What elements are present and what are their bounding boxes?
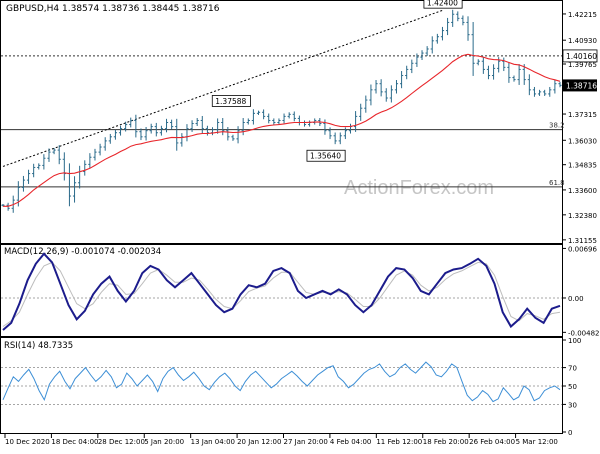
macd-line: [2, 252, 561, 331]
trendline: [2, 9, 444, 167]
price-tick-label: 1.33600: [568, 187, 597, 195]
price-tick-label: 1.42215: [568, 11, 597, 19]
x-tick-label: 4 Feb 04:00: [330, 438, 371, 446]
x-tick-label: 11 Feb 12:00: [376, 438, 422, 446]
x-tick-label: 13 Jan 04:00: [191, 438, 235, 446]
rsi-tick-label: 70: [568, 365, 577, 373]
price-tick-label: 1.39765: [568, 61, 597, 69]
macd-panel-frame: [0, 244, 563, 337]
price-tick-label: 1.32380: [568, 212, 597, 220]
annotation-box: [211, 95, 251, 107]
rsi-title: RSI(14) 48.7335: [4, 341, 73, 351]
ema-line: [3, 53, 561, 207]
annotation-label: 1.37588: [215, 97, 246, 106]
annotation-label: 1.35640: [310, 152, 341, 161]
level-value-box: [562, 49, 598, 63]
rsi-tick-label: 50: [568, 383, 577, 391]
annotation-box: [306, 149, 346, 162]
rsi-tick-label: 30: [568, 401, 577, 409]
macd-tick-label: 0.00696: [568, 245, 597, 253]
rsi-line: [2, 361, 561, 403]
x-tick-label: 27 Jan 20:00: [284, 438, 328, 446]
price-panel-frame: [0, 0, 563, 244]
rsi-tick-label: 0: [568, 429, 572, 437]
macd-title: MACD(12,26,9) -0.001074 -0.002034: [4, 247, 161, 257]
x-tick-label: 5 Jan 20:00: [144, 438, 184, 446]
annotation-label: 1.42400: [427, 0, 458, 8]
current-price-label: 1.38716: [566, 81, 597, 90]
watermark: ActionForex.com: [344, 177, 494, 199]
fib-level-label: 61.8: [549, 179, 565, 187]
x-tick-label: 10 Dec 2020: [5, 438, 50, 446]
price-tick-label: 1.40930: [568, 37, 597, 45]
macd-tick-label: 0.00: [568, 295, 584, 303]
rsi-tick-label: 100: [568, 337, 581, 345]
x-tick-label: 26 Feb 04:00: [469, 438, 515, 446]
fib-level-label: 38.2: [549, 122, 565, 130]
x-tick-label: 20 Jan 12:00: [237, 438, 281, 446]
price-tick-label: 1.36030: [568, 137, 597, 145]
x-tick-label: 18 Dec 04:00: [51, 438, 98, 446]
signal-line: [2, 261, 561, 327]
current-price-box: [563, 79, 597, 92]
price-title: GBPUSD,H4 1.38574 1.38736 1.38445 1.3871…: [6, 4, 220, 14]
x-tick-label: 5 Mar 12:00: [516, 438, 558, 446]
annotation-box: [423, 0, 463, 9]
price-tick-label: 1.34835: [568, 162, 597, 170]
price-tick-label: 1.31155: [568, 237, 597, 245]
price-tick-label: 1.37315: [568, 111, 597, 119]
x-tick-label: 28 Dec 12:00: [98, 438, 145, 446]
static-layer: GBPUSD,H4 1.38574 1.38736 1.38445 1.3871…: [0, 0, 563, 434]
x-tick-label: 18 Feb 20:00: [423, 438, 469, 446]
macd-tick-label: -0.004826: [568, 329, 600, 337]
level-value-label: 1.40160: [566, 52, 597, 61]
